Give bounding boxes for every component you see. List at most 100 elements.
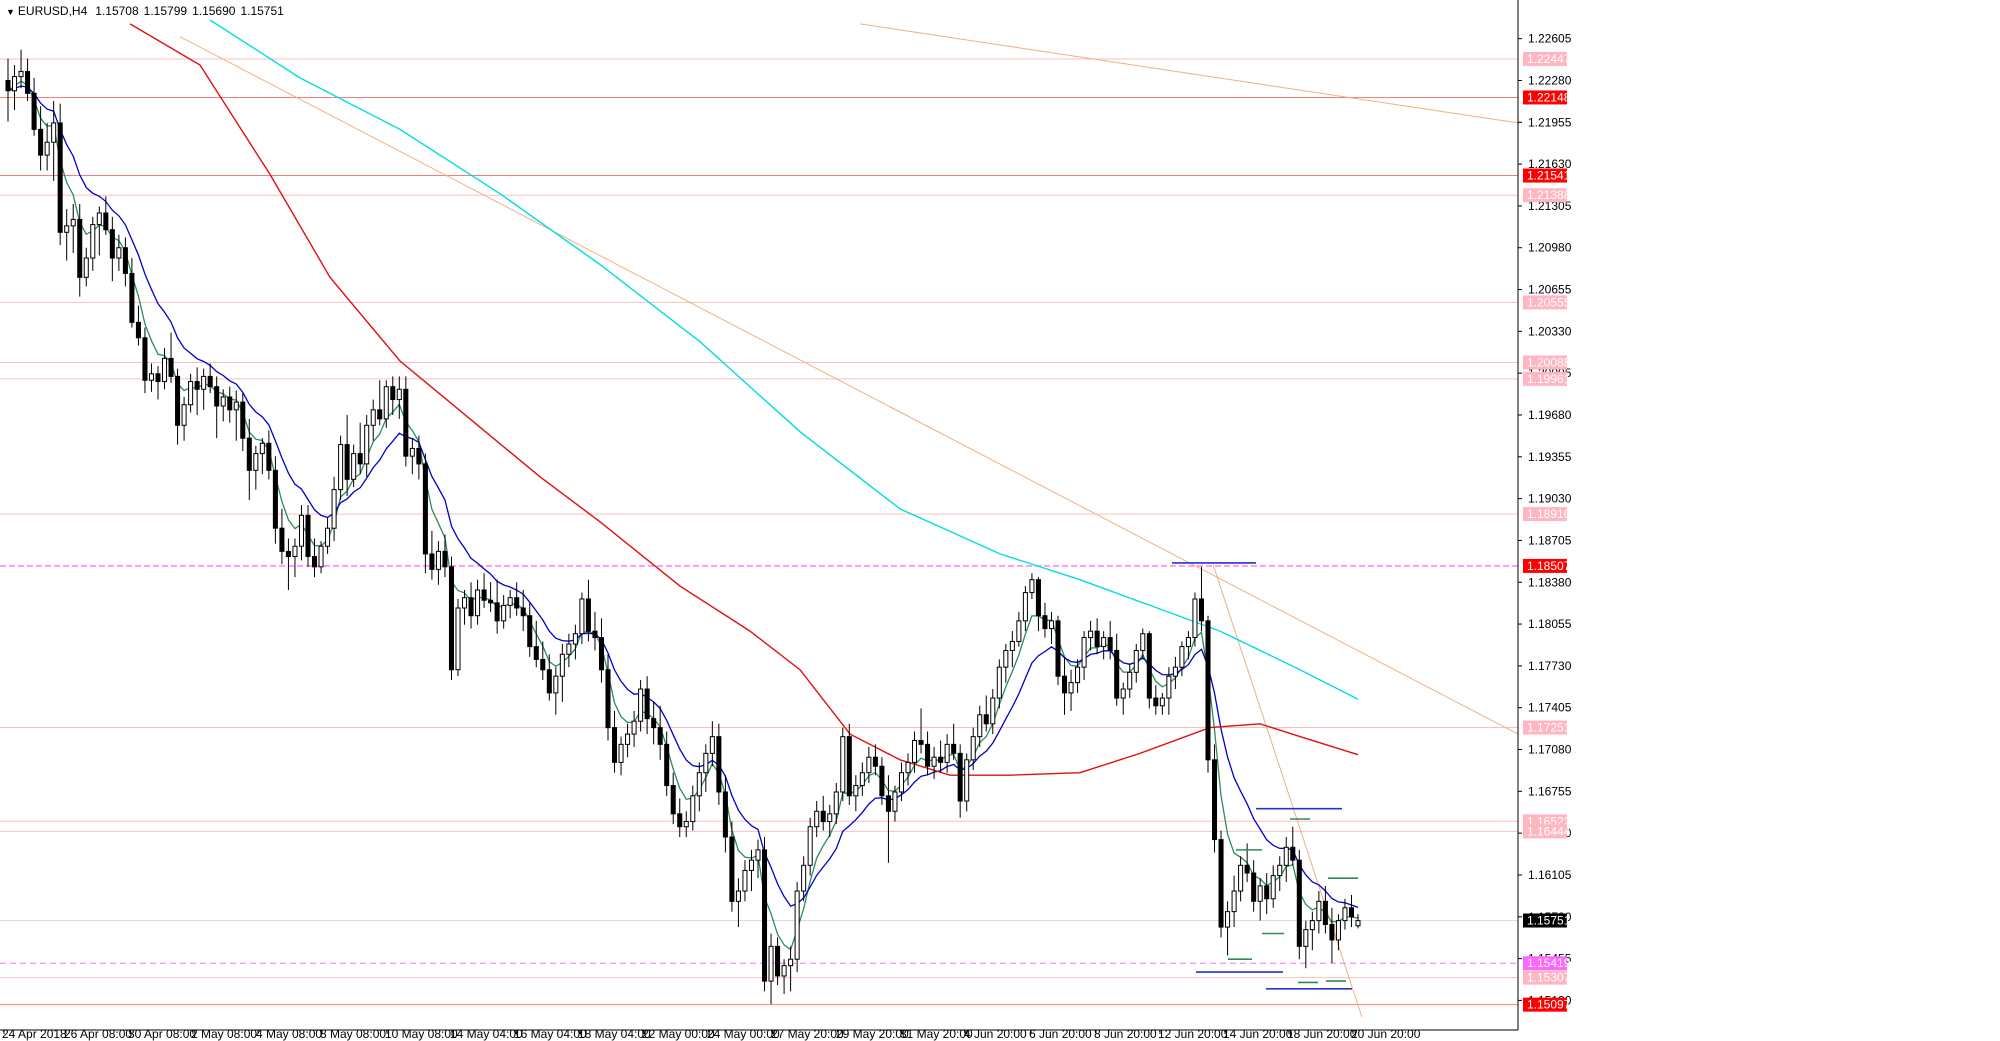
price-level-tag-label: 1.21388: [1527, 188, 1571, 202]
candle-body: [18, 70, 24, 78]
price-tick-label: 1.21955: [1528, 115, 1572, 129]
candle-body: [122, 247, 128, 274]
price-level-tag: [1523, 997, 1567, 1012]
candle-body: [905, 761, 911, 774]
candle-body: [1335, 920, 1341, 941]
candle-body: [827, 813, 833, 823]
price-tick-label: 1.21630: [1528, 157, 1572, 171]
candle-body: [1238, 864, 1244, 892]
time-tick-label: 12 Jun 20:00: [1158, 1027, 1228, 1041]
trendline-drop: [1212, 564, 1363, 1018]
price-level-tags: 1.22447 1.22148 1.21541 1.21388 1.20555 1.200…: [1523, 51, 1571, 1012]
candle-body: [514, 597, 520, 609]
candle-body: [83, 257, 89, 278]
candle-body: [135, 321, 141, 339]
candle-body: [318, 545, 324, 568]
price-level-tag: [1523, 355, 1567, 370]
price-level-tag: [1523, 295, 1567, 310]
candle-body: [422, 463, 428, 555]
candle-body: [722, 791, 728, 838]
candle-body: [872, 756, 878, 767]
price-tick-label: 1.20980: [1528, 241, 1572, 255]
trendline-main: [179, 36, 1519, 735]
price-tick-label: 1.17080: [1528, 743, 1572, 757]
price-level-tag-label: 1.22447: [1527, 52, 1571, 66]
time-tick-label: 8 Jun 20:00: [1094, 1027, 1157, 1041]
candle-body: [546, 669, 552, 694]
time-tick-label: 8 May 08:00: [320, 1027, 386, 1041]
candle-body: [325, 527, 331, 547]
candle-body: [885, 795, 891, 812]
trendline-upper: [859, 23, 1519, 124]
candle-body: [409, 447, 415, 457]
candle-body: [240, 401, 246, 439]
candle-body: [1035, 579, 1041, 617]
candle-body: [748, 859, 755, 871]
candle-body: [598, 637, 605, 671]
dropdown-triangle-icon[interactable]: ▼: [6, 7, 15, 17]
candle-body: [664, 743, 670, 787]
price-level-tag-label: 1.17251: [1527, 721, 1571, 735]
candle-body: [370, 409, 376, 426]
candle-body: [1016, 620, 1022, 642]
candle-body: [1309, 920, 1315, 931]
price-level-tag-label: 1.16444: [1527, 824, 1571, 838]
candle-body: [507, 597, 513, 606]
price-level-tag-label: 1.21541: [1527, 169, 1571, 183]
candle-body: [448, 566, 454, 671]
candle-body: [579, 598, 585, 635]
candle-body: [429, 553, 435, 570]
close-price: 1.15751: [240, 4, 284, 18]
candle-body: [879, 765, 885, 797]
price-level-tag: [1523, 558, 1567, 573]
candle-body: [488, 599, 494, 604]
candle-body: [853, 785, 859, 797]
time-tick-label: 14 May 04:00: [450, 1027, 523, 1041]
candle-body: [742, 869, 748, 892]
candle-body: [651, 718, 657, 729]
time-tick-label: 22 May 00:00: [642, 1027, 715, 1041]
candle-body: [1088, 630, 1094, 639]
candle-body: [957, 752, 963, 802]
candle-body: [781, 965, 787, 977]
candle-body: [1225, 911, 1231, 928]
open-price: 1.15708: [95, 4, 139, 18]
horizontal-levels: [0, 58, 1518, 1006]
candle-body: [233, 401, 239, 411]
price-tick-label: 1.17405: [1528, 701, 1572, 715]
candle-body: [25, 70, 31, 94]
symbol-timeframe: EURUSD,H4: [17, 4, 88, 18]
candle-body: [246, 437, 252, 471]
candle-body: [351, 453, 357, 480]
ma-long-line: [209, 19, 1359, 700]
time-tick-label: 27 May 20:00: [771, 1027, 844, 1041]
candle-body: [1081, 637, 1087, 668]
candle-body: [1218, 839, 1224, 928]
candle-body: [1114, 649, 1120, 699]
time-tick-label: 26 Apr 08:00: [64, 1027, 132, 1041]
candle-body: [142, 337, 148, 381]
candle-body: [116, 247, 122, 259]
price-level-tag: [1523, 51, 1567, 66]
candle-body: [533, 646, 539, 660]
candle-body: [70, 218, 76, 227]
candle-body: [768, 945, 774, 982]
candle-body: [1146, 633, 1152, 699]
price-level-tag-label: 1.15751: [1527, 914, 1571, 928]
candle-body: [592, 630, 598, 639]
candle-body: [990, 697, 996, 725]
candle-body: [898, 772, 905, 793]
candle-body: [181, 404, 187, 426]
time-tick-label: 6 Jun 20:00: [1029, 1027, 1092, 1041]
candle-body: [820, 810, 826, 823]
candle-body: [1283, 846, 1289, 866]
candle-body: [918, 740, 924, 745]
candle-body: [168, 357, 174, 377]
candle-body: [1316, 900, 1322, 922]
price-level-tag: [1523, 720, 1567, 735]
candle-body: [716, 736, 722, 793]
moving-averages: [7, 19, 1359, 951]
price-level-tag-label: 1.15419: [1527, 956, 1571, 970]
